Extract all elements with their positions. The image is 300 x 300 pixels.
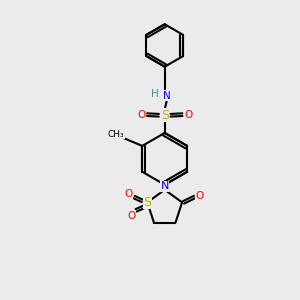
Text: H: H [151,89,159,99]
Text: S: S [143,196,152,209]
Text: O: O [196,191,204,201]
Text: CH₃: CH₃ [107,130,124,139]
Text: O: O [124,189,132,199]
Text: O: O [184,110,192,120]
Text: N: N [163,91,171,100]
Text: O: O [137,110,145,120]
Text: S: S [161,109,169,122]
Text: N: N [160,181,169,191]
Text: O: O [127,211,135,221]
